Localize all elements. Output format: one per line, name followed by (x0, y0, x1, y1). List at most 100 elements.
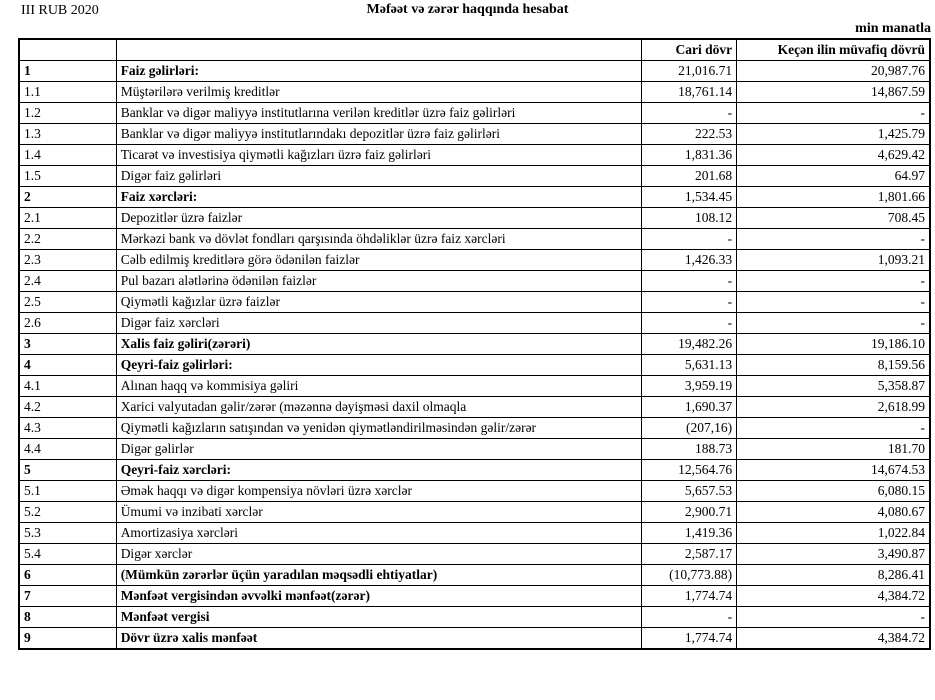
row-previous-value: 4,384.72 (736, 585, 931, 607)
row-number: 7 (18, 585, 117, 607)
row-previous-value: 19,186.10 (736, 333, 931, 355)
row-current-value: (207,16) (640, 417, 738, 439)
row-previous-value: 14,674.53 (736, 459, 931, 481)
row-current-value: - (640, 270, 738, 292)
row-previous-value: 4,384.72 (736, 627, 931, 650)
report-table-body: 1 Faiz gəlirləri: 21,016.71 20,987.76 1.1 Müş… (18, 60, 931, 650)
row-label: Faiz gəlirləri: (115, 60, 642, 82)
header-current-period: Cari dövr (640, 38, 738, 61)
table-row: 5 Qeyri-faiz xərcləri: 12,564.76 14,674.53 (18, 459, 931, 481)
table-row: 1.4 Ticarət və investisiya qiymətli kağız… (18, 144, 931, 166)
row-number: 1.3 (18, 123, 117, 145)
table-row: 2.3 Cəlb edilmiş kreditlərə görə ödənilən… (18, 249, 931, 271)
row-current-value: 1,426.33 (640, 249, 738, 271)
row-number: 2.2 (18, 228, 117, 250)
row-label: Alınan haqq və kommisiya gəliri (115, 375, 642, 397)
row-number: 8 (18, 606, 117, 628)
row-label: Qiymətli kağızların satışından və yenidə… (115, 417, 642, 439)
table-row: 2.2 Mərkəzi bank və dövlət fondları qarşı… (18, 228, 931, 250)
table-row: 1.2 Banklar və digər maliyyə institutları… (18, 102, 931, 124)
row-number: 4.1 (18, 375, 117, 397)
table-row: 8 Mənfəət vergisi - - (18, 606, 931, 628)
row-number: 2.6 (18, 312, 117, 334)
row-number: 6 (18, 564, 117, 586)
table-row: 5.1 Əmək haqqı və digər kompensiya növlər… (18, 480, 931, 502)
row-number: 1.5 (18, 165, 117, 187)
row-current-value: 5,657.53 (640, 480, 738, 502)
header-description (115, 38, 642, 61)
table-row: 1.5 Digər faiz gəlirləri 201.68 64.97 (18, 165, 931, 187)
row-number: 5.4 (18, 543, 117, 565)
row-previous-value: 708.45 (736, 207, 931, 229)
row-previous-value: - (736, 102, 931, 124)
row-number: 1.2 (18, 102, 117, 124)
header-row-number (18, 38, 117, 61)
table-row: 6 (Mümkün zərərlər üçün yaradılan məqsədl… (18, 564, 931, 586)
row-current-value: 1,774.74 (640, 585, 738, 607)
table-row: 1.1 Müştərilərə verilmiş kreditlər 18,761.… (18, 81, 931, 103)
row-label: Mərkəzi bank və dövlət fondları qarşısın… (115, 228, 642, 250)
row-label: Qeyri-faiz gəlirləri: (115, 354, 642, 376)
row-previous-value: 5,358.87 (736, 375, 931, 397)
row-previous-value: 8,286.41 (736, 564, 931, 586)
row-number: 5.3 (18, 522, 117, 544)
row-number: 9 (18, 627, 117, 650)
table-row: 3 Xalis faiz gəliri(zərəri) 19,482.26 19,18… (18, 333, 931, 355)
row-label: Mənfəət vergisindən əvvəlki mənfəət(zərə… (115, 585, 642, 607)
table-row: 2.6 Digər faiz xərcləri - - (18, 312, 931, 334)
table-row: 4.3 Qiymətli kağızların satışından və yen… (18, 417, 931, 439)
row-label: Banklar və digər maliyyə institutlarında… (115, 123, 642, 145)
row-number: 4.2 (18, 396, 117, 418)
row-previous-value: 8,159.56 (736, 354, 931, 376)
row-label: Ticarət və investisiya qiymətli kağızlar… (115, 144, 642, 166)
row-current-value: 1,831.36 (640, 144, 738, 166)
row-previous-value: - (736, 417, 931, 439)
table-row: 2.1 Depozitlər üzrə faizlər 108.12 708.45 (18, 207, 931, 229)
row-current-value: - (640, 291, 738, 313)
row-number: 2.4 (18, 270, 117, 292)
table-row: 5.2 Ümumi və inzibati xərclər 2,900.71 4,08… (18, 501, 931, 523)
row-number: 1 (18, 60, 117, 82)
row-current-value: (10,773.88) (640, 564, 738, 586)
row-label: Banklar və digər maliyyə institutlarına … (115, 102, 642, 124)
row-number: 3 (18, 333, 117, 355)
row-current-value: 5,631.13 (640, 354, 738, 376)
row-number: 2.3 (18, 249, 117, 271)
row-previous-value: - (736, 312, 931, 334)
row-current-value: 201.68 (640, 165, 738, 187)
row-current-value: 188.73 (640, 438, 738, 460)
row-previous-value: 4,629.42 (736, 144, 931, 166)
row-previous-value: 64.97 (736, 165, 931, 187)
table-header-row: Cari dövr Keçən ilin müvafiq dövrü (18, 38, 931, 61)
row-number: 1.1 (18, 81, 117, 103)
row-number: 1.4 (18, 144, 117, 166)
table-row: 7 Mənfəət vergisindən əvvəlki mənfəət(zər… (18, 585, 931, 607)
row-current-value: - (640, 312, 738, 334)
row-label: Cəlb edilmiş kreditlərə görə ödənilən fa… (115, 249, 642, 271)
row-label: Dövr üzrə xalis mənfəət (115, 627, 642, 650)
row-label: Amortizasiya xərcləri (115, 522, 642, 544)
row-label: Pul bazarı alətlərinə ödənilən faizlər (115, 270, 642, 292)
row-number: 4 (18, 354, 117, 376)
row-label: Faiz xərcləri: (115, 186, 642, 208)
row-label: Digər faiz xərcləri (115, 312, 642, 334)
row-current-value: 21,016.71 (640, 60, 738, 82)
row-current-value: - (640, 606, 738, 628)
report-period: III RUB 2020 (21, 3, 99, 18)
row-label: Depozitlər üzrə faizlər (115, 207, 642, 229)
row-label: Ümumi və inzibati xərclər (115, 501, 642, 523)
page-title: Məfəət və zərər haqqında hesabat (366, 2, 569, 17)
row-previous-value: 1,022.84 (736, 522, 931, 544)
row-current-value: 12,564.76 (640, 459, 738, 481)
row-label: Qiymətli kağızlar üzrə faizlər (115, 291, 642, 313)
row-label: Əmək haqqı və digər kompensiya növləri ü… (115, 480, 642, 502)
table-row: 1.3 Banklar və digər maliyyə institutları… (18, 123, 931, 145)
row-previous-value: 4,080.67 (736, 501, 931, 523)
row-number: 5.1 (18, 480, 117, 502)
row-current-value: 1,690.37 (640, 396, 738, 418)
table-row: 4 Qeyri-faiz gəlirləri: 5,631.13 8,159.56 (18, 354, 931, 376)
row-current-value: 222.53 (640, 123, 738, 145)
row-current-value: 1,534.45 (640, 186, 738, 208)
table-row: 2.5 Qiymətli kağızlar üzrə faizlər - - (18, 291, 931, 313)
profit-loss-table: Cari dövr Keçən ilin müvafiq dövrü 1 Faiz… (18, 38, 931, 650)
